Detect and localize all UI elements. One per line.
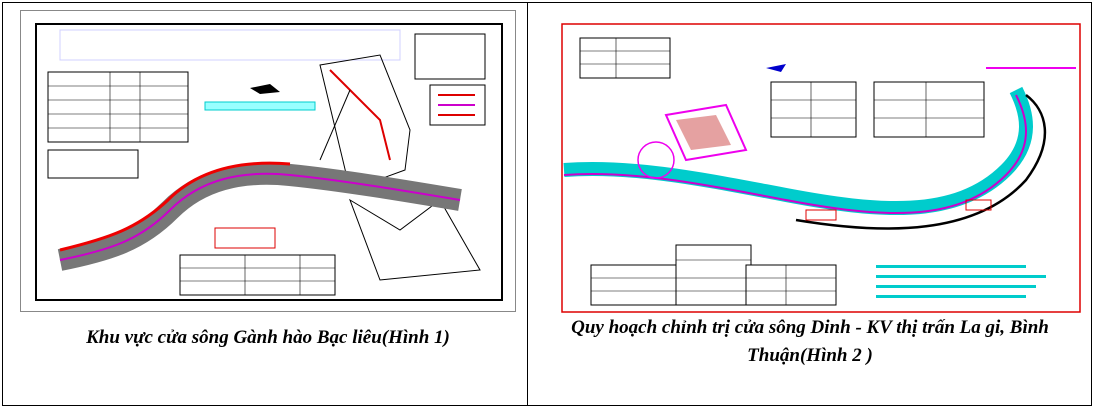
figure-2-drawing xyxy=(556,20,1086,318)
figure-1-drawing xyxy=(20,10,516,312)
figure-caption: Khu vực cửa sông Gành hào Bạc liêu(Hình … xyxy=(20,324,516,352)
page: Khu vực cửa sông Gành hào Bạc liêu(Hình … xyxy=(0,0,1094,408)
figure-caption: Quy hoạch chỉnh trị cửa sông Dinh - KV t… xyxy=(540,314,1080,370)
cell-divider xyxy=(527,2,528,406)
